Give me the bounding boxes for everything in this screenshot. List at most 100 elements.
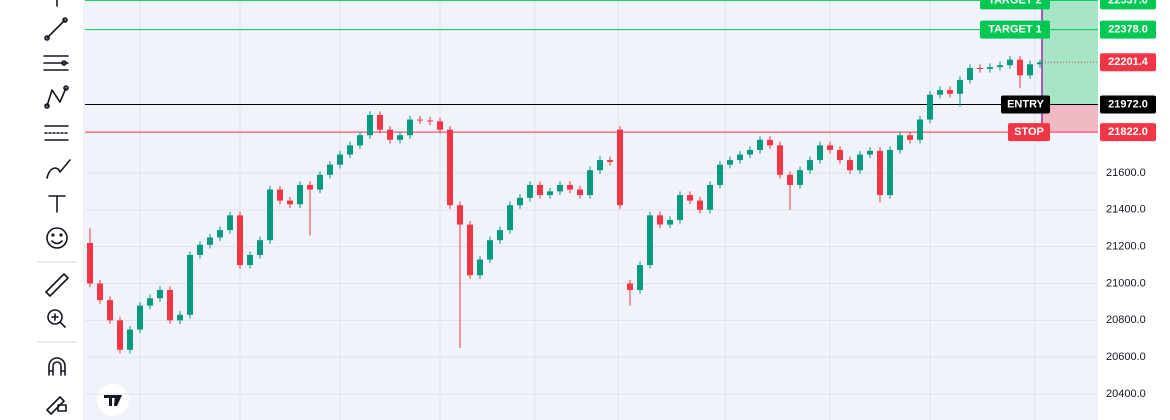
candle-body: [277, 189, 283, 201]
candle-body: [877, 150, 883, 196]
candle-body: [387, 129, 393, 140]
candle-body: [267, 189, 273, 241]
level-tag: [1001, 95, 1050, 114]
level-name: TARGET 2: [988, 0, 1042, 6]
brush-tool[interactable]: [46, 159, 71, 179]
price-tag: [1100, 95, 1156, 114]
candle-body: [187, 254, 193, 315]
candle-body: [927, 94, 933, 120]
price-tag-label: 22378.0: [1108, 24, 1148, 36]
last-price-tag: [1100, 53, 1156, 72]
y-tick-label: 21000.0: [1106, 277, 1146, 289]
candle-body: [547, 191, 553, 196]
forecast-tool[interactable]: [44, 125, 69, 141]
candle-body: [747, 149, 753, 155]
candle-body: [597, 160, 603, 171]
candle-body: [847, 160, 853, 171]
logo[interactable]: [97, 384, 129, 416]
candle-body: [1027, 64, 1033, 76]
candle-body: [177, 314, 183, 321]
y-tick-label: 21400.0: [1106, 204, 1146, 216]
level-tag: [980, 0, 1050, 10]
pattern-tool[interactable]: [44, 85, 69, 109]
candle-body: [417, 119, 423, 121]
candle-body: [917, 119, 923, 140]
price-tag-label: 22537.0: [1108, 0, 1148, 6]
candle-body: [897, 135, 903, 150]
candle-body: [997, 65, 1003, 68]
candle-body: [307, 184, 313, 190]
candle-body: [537, 184, 543, 196]
price-tag-label: 21972.0: [1108, 98, 1148, 110]
candle-body: [677, 195, 683, 220]
plot: TARGET 2 TARGET 1 ENTRY STOP: [85, 0, 1098, 395]
candle-body: [397, 135, 403, 140]
candle-body: [887, 149, 893, 196]
ruler-tool[interactable]: [45, 273, 69, 297]
level-name: ENTRY: [1007, 98, 1045, 110]
candle-body: [667, 219, 673, 225]
candle-body: [977, 67, 983, 69]
candle-body: [137, 305, 143, 330]
candle-body: [647, 215, 653, 266]
candle-body: [687, 195, 693, 201]
candle-body: [327, 164, 333, 175]
candle-body: [337, 154, 343, 165]
candle-body: [777, 145, 783, 175]
toolbar: [37, 0, 77, 415]
candle-body: [467, 224, 473, 276]
candle-body: [507, 205, 513, 231]
candle-body: [797, 170, 803, 185]
y-tick-label: 20400.0: [1106, 388, 1146, 400]
candle-body: [117, 320, 123, 350]
candle-body: [1017, 59, 1023, 76]
candle-body: [167, 289, 173, 321]
candle-body: [867, 150, 873, 155]
price-tag-label: 21822.0: [1108, 126, 1148, 138]
price-tag: [1100, 123, 1156, 142]
candle-body: [637, 265, 643, 290]
candle-body: [97, 283, 103, 301]
candle-body: [367, 114, 373, 136]
candle-body: [787, 174, 793, 185]
y-tick-label: 20800.0: [1106, 314, 1146, 326]
level-tag: [1008, 123, 1050, 142]
candle-body: [807, 160, 813, 171]
candle-body: [737, 154, 743, 161]
text-tool[interactable]: [48, 195, 66, 213]
candle-body: [217, 230, 223, 238]
candle-body: [347, 145, 353, 155]
candle-body: [297, 184, 303, 205]
lock-drawings-tool[interactable]: [46, 396, 67, 415]
candle-body: [617, 129, 623, 206]
candle-body: [207, 237, 213, 245]
y-tick-label: 20600.0: [1106, 351, 1146, 363]
candle-body: [627, 283, 633, 290]
candle-body: [107, 300, 113, 321]
candle-body: [377, 114, 383, 130]
candle-body: [767, 139, 773, 146]
fib-tool[interactable]: [43, 55, 69, 71]
candle-body: [407, 119, 413, 136]
candle-body: [947, 90, 953, 94]
candle-body: [247, 254, 253, 266]
candle-body: [477, 259, 483, 276]
candle-body: [357, 135, 363, 146]
candle-body: [227, 215, 233, 231]
level-tag: [980, 20, 1050, 39]
magnet-tool[interactable]: [48, 357, 66, 376]
candle-body: [857, 154, 863, 171]
level-name: STOP: [1014, 126, 1044, 138]
candle-body: [707, 184, 713, 210]
candle-body: [827, 145, 833, 150]
candle-body: [1037, 62, 1043, 65]
zoom-tool[interactable]: [47, 309, 66, 328]
candle-body: [147, 298, 153, 306]
candle-body: [1007, 59, 1013, 66]
price-axis-labels: 20400.0 20600.0 20800.0 21000.0 21200.0 21400…: [1100, 0, 1156, 400]
candle-body: [437, 121, 443, 130]
emoji-tool[interactable]: [46, 227, 68, 249]
level-name: TARGET 1: [988, 24, 1042, 36]
trend-line-tool[interactable]: [44, 17, 68, 41]
